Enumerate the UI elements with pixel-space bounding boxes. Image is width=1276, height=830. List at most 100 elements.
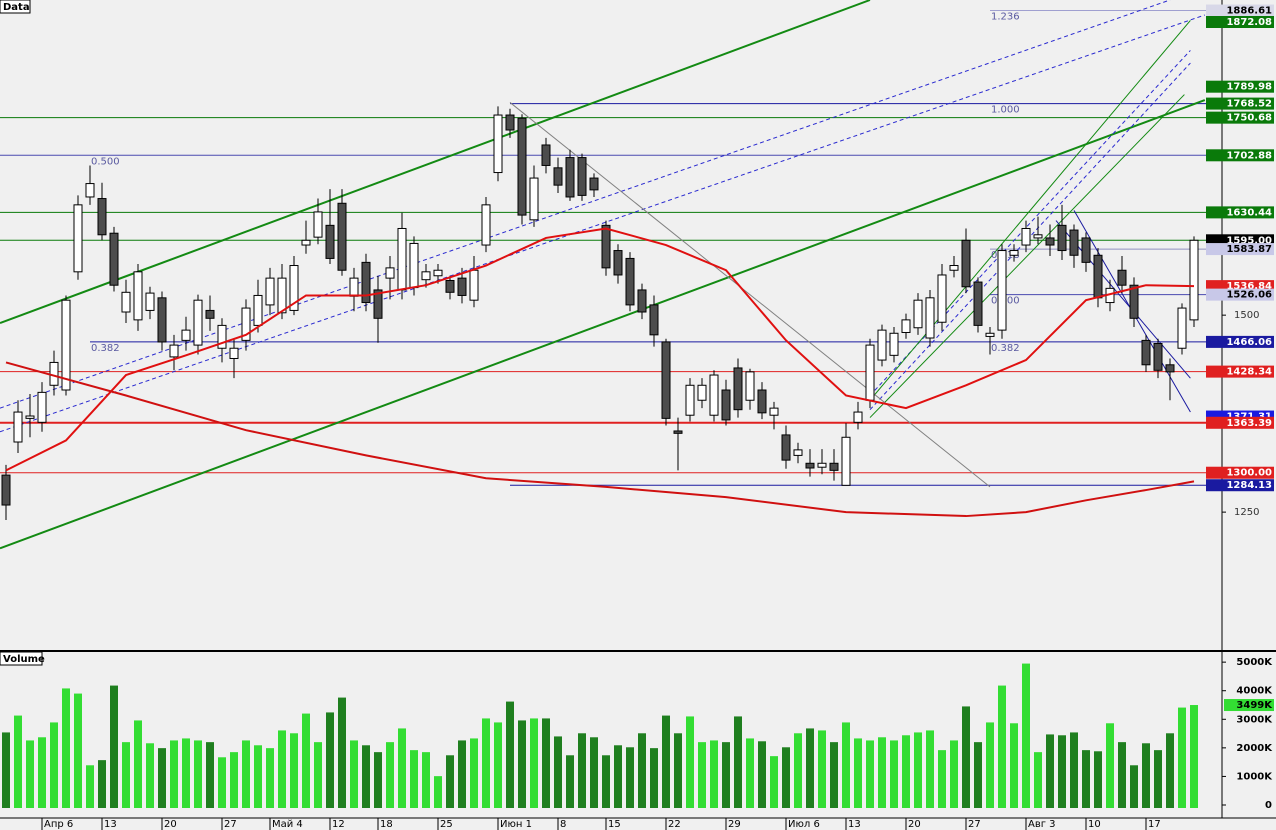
level-badge xyxy=(1206,15,1274,28)
level-label: 1466.06 xyxy=(1226,337,1272,348)
candle-body xyxy=(145,292,155,311)
volume-bar xyxy=(1094,751,1102,808)
volume-bar xyxy=(314,742,322,808)
volume-bar xyxy=(1070,732,1078,808)
volume-bar xyxy=(842,722,850,808)
level-badge xyxy=(1206,288,1274,301)
x-tick-label: Авг 3 xyxy=(1028,819,1056,830)
volume-bar xyxy=(446,755,454,808)
volume-bar xyxy=(1154,750,1162,808)
candle-body xyxy=(865,344,875,401)
volume-badge xyxy=(1224,699,1274,712)
level-label: 1768.52 xyxy=(1226,99,1272,110)
candle-body xyxy=(457,277,467,296)
trendline xyxy=(869,50,1191,396)
candle-body xyxy=(421,271,431,281)
candle-body xyxy=(781,434,791,461)
volume-bar xyxy=(74,693,82,808)
volume-bar xyxy=(986,722,994,808)
x-tick-label: 22 xyxy=(668,819,681,830)
level-label: 1526.06 xyxy=(1226,290,1272,301)
volume-bar xyxy=(278,730,286,808)
volume-bar xyxy=(398,728,406,808)
candle-body xyxy=(481,204,491,246)
x-tick-label: 15 xyxy=(608,819,621,830)
level-label: 1872.08 xyxy=(1226,17,1272,28)
candle-body xyxy=(805,462,815,469)
candle-body xyxy=(1129,284,1139,319)
candle-body xyxy=(937,274,947,323)
candle-body xyxy=(277,277,287,314)
candle-body xyxy=(709,374,719,416)
volume-bar xyxy=(1082,750,1090,808)
candle-body xyxy=(1153,343,1163,371)
candle-body xyxy=(673,430,683,434)
fib-label: 1.000 xyxy=(991,105,1020,116)
volume-bar xyxy=(950,740,958,808)
level-label: 1536.84 xyxy=(1226,281,1272,292)
level-badge xyxy=(1206,466,1274,479)
candle-body xyxy=(1021,227,1031,246)
candle-body xyxy=(133,271,143,321)
level-label: 1886.61 xyxy=(1226,6,1272,17)
level-label: 1595.00 xyxy=(1226,235,1272,246)
volume-bar xyxy=(482,718,490,808)
x-tick-label: Июл 6 xyxy=(788,819,820,830)
candle-body xyxy=(313,211,323,238)
candle-body xyxy=(1117,269,1127,286)
candle-body xyxy=(361,261,371,304)
volume-bar xyxy=(938,750,946,808)
volume-bar xyxy=(62,688,70,808)
candle-body xyxy=(409,242,419,289)
trendline xyxy=(869,62,1191,411)
x-tick-label: Апр 6 xyxy=(44,819,73,830)
volume-bar xyxy=(806,728,814,808)
candle-body xyxy=(1009,250,1019,256)
volume-bar xyxy=(1046,734,1054,808)
candle-body xyxy=(1,474,11,506)
candle-body xyxy=(1165,364,1175,373)
volume-y-tick-label: 2000K xyxy=(1236,743,1273,754)
x-tick-label: 13 xyxy=(104,819,117,830)
level-label: 1300.00 xyxy=(1226,468,1272,479)
candle-body xyxy=(193,299,203,346)
volume-bar xyxy=(770,756,778,808)
x-tick-label: Июн 1 xyxy=(500,819,532,830)
volume-bar xyxy=(242,740,250,808)
volume-y-tick-label: 0 xyxy=(1265,800,1272,811)
volume-bar xyxy=(1118,742,1126,808)
volume-bar xyxy=(866,740,874,808)
volume-bar xyxy=(50,722,58,808)
candle-body xyxy=(697,384,707,401)
volume-bar xyxy=(362,745,370,808)
candle-body xyxy=(901,319,911,333)
fib-label: 0.382 xyxy=(991,343,1020,354)
moving-average xyxy=(5,361,1195,518)
volume-bar xyxy=(674,733,682,808)
candle-body xyxy=(445,279,455,293)
trendline xyxy=(0,0,871,324)
trendline xyxy=(509,102,991,488)
volume-y-tick-label: 1000K xyxy=(1236,771,1273,782)
candle-body xyxy=(205,309,215,319)
candle-body xyxy=(13,411,23,443)
volume-bar xyxy=(1034,752,1042,808)
candle-body xyxy=(25,415,35,419)
volume-bar xyxy=(614,745,622,808)
volume-bar xyxy=(746,738,754,808)
candle-body xyxy=(229,347,239,359)
y-tick-label: 1500 xyxy=(1234,310,1259,321)
panel-label-box xyxy=(0,0,31,14)
volume-bar xyxy=(254,745,262,808)
level-badge xyxy=(1206,243,1274,256)
volume-bar xyxy=(350,740,358,808)
volume-bar xyxy=(158,748,166,808)
fib-label: 0.382 xyxy=(91,343,120,354)
volume-bar xyxy=(1058,735,1066,808)
level-badge xyxy=(1206,365,1274,378)
x-tick-label: 18 xyxy=(380,819,393,830)
volume-bar xyxy=(458,740,466,808)
volume-bar xyxy=(194,740,202,808)
